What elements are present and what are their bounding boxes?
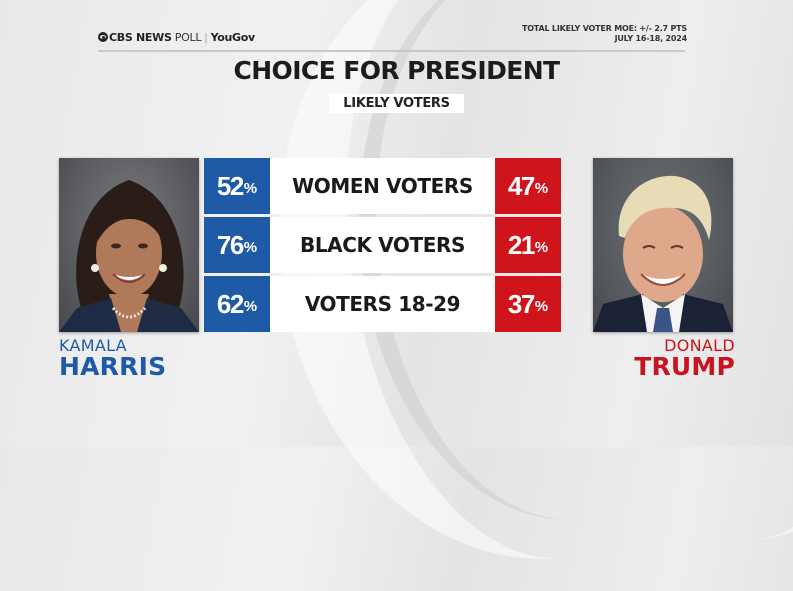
harris-last-name: HARRIS xyxy=(59,352,167,381)
results-table: 52% WOMEN VOTERS 47% 76% BLACK VOTERS 21… xyxy=(204,158,561,332)
harris-percent: 52% xyxy=(204,158,270,214)
trump-last-name: TRUMP xyxy=(634,352,735,381)
kamala-harris-photo xyxy=(59,158,199,332)
cbs-eye-icon xyxy=(98,32,108,42)
poll-dates: JULY 16-18, 2024 xyxy=(614,34,688,43)
logo-separator: | xyxy=(204,31,208,44)
donald-trump-photo xyxy=(593,158,733,332)
harris-percent: 62% xyxy=(204,276,270,332)
cbs-yougov-logo: CBS NEWS POLL | YouGov xyxy=(98,31,255,44)
portrait-icon xyxy=(593,175,733,332)
trump-name: DONALD TRUMP xyxy=(634,336,735,381)
table-row: 52% WOMEN VOTERS 47% xyxy=(204,158,561,214)
trump-first-name: DONALD xyxy=(664,336,735,355)
row-label: WOMEN VOTERS xyxy=(292,174,473,198)
trump-percent: 47% xyxy=(495,158,561,214)
harris-percent: 76% xyxy=(204,217,270,273)
harris-name: KAMALA HARRIS xyxy=(59,336,167,381)
logo-network: CBS NEWS xyxy=(109,31,172,44)
portrait-icon xyxy=(59,180,199,332)
chart-title: CHOICE FOR PRESIDENT xyxy=(233,56,560,85)
table-row: 76% BLACK VOTERS 21% xyxy=(204,217,561,273)
row-label: BLACK VOTERS xyxy=(299,233,466,257)
margin-of-error: TOTAL LIKELY VOTER MOE: +/- 2.7 PTS xyxy=(521,24,687,33)
poll-metadata: TOTAL LIKELY VOTER MOE: +/- 2.7 PTS JULY… xyxy=(522,24,687,44)
trump-percent: 37% xyxy=(495,276,561,332)
trump-percent: 21% xyxy=(495,217,561,273)
logo-product: POLL xyxy=(174,31,202,44)
table-row: 62% VOTERS 18-29 37% xyxy=(204,276,561,332)
harris-first-name: KAMALA xyxy=(59,336,127,355)
chart-subtitle: LIKELY VOTERS xyxy=(329,94,464,113)
header-divider xyxy=(98,50,685,52)
row-label: VOTERS 18-29 xyxy=(304,292,461,316)
logo-partner: YouGov xyxy=(210,31,256,44)
